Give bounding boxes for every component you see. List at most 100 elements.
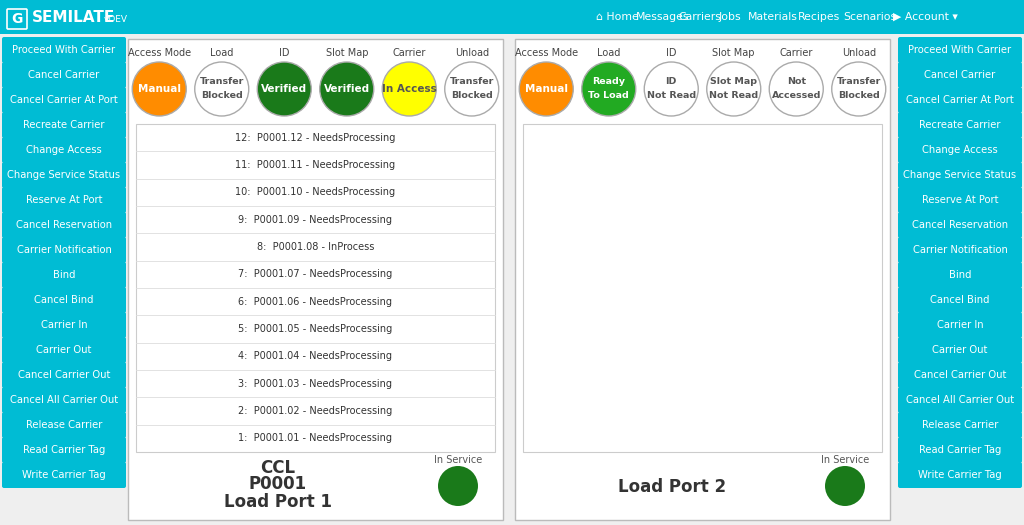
FancyBboxPatch shape <box>2 462 126 488</box>
Text: Carrier Out: Carrier Out <box>932 345 988 355</box>
Text: Change Service Status: Change Service Status <box>7 170 121 180</box>
Text: Verified: Verified <box>261 84 307 94</box>
Text: Blocked: Blocked <box>451 91 493 100</box>
Text: In Service: In Service <box>434 455 482 465</box>
Text: Carrier Notification: Carrier Notification <box>912 245 1008 255</box>
Text: In Access: In Access <box>382 84 436 94</box>
Bar <box>0 0 1024 34</box>
FancyBboxPatch shape <box>2 62 126 88</box>
Text: Proceed With Carrier: Proceed With Carrier <box>908 45 1012 55</box>
FancyBboxPatch shape <box>2 137 126 163</box>
Text: To Load: To Load <box>589 91 629 100</box>
Text: Cancel All Carrier Out: Cancel All Carrier Out <box>906 395 1014 405</box>
Text: Cancel Reservation: Cancel Reservation <box>16 220 112 230</box>
Circle shape <box>382 62 436 116</box>
Text: Write Carrier Tag: Write Carrier Tag <box>23 470 105 480</box>
Text: Proceed With Carrier: Proceed With Carrier <box>12 45 116 55</box>
Text: Bind: Bind <box>949 270 971 280</box>
FancyBboxPatch shape <box>898 162 1022 188</box>
Text: ID: ID <box>666 78 677 87</box>
Text: Carrier In: Carrier In <box>41 320 87 330</box>
Text: 3:  P0001.03 - NeedsProcessing: 3: P0001.03 - NeedsProcessing <box>239 379 392 388</box>
FancyBboxPatch shape <box>2 387 126 413</box>
Text: Change Access: Change Access <box>923 145 997 155</box>
Text: Unload: Unload <box>455 48 488 58</box>
FancyBboxPatch shape <box>2 112 126 138</box>
Text: Scenarios: Scenarios <box>843 12 896 22</box>
Text: SEMILATE: SEMILATE <box>32 9 116 25</box>
FancyBboxPatch shape <box>898 262 1022 288</box>
Text: Carrier Notification: Carrier Notification <box>16 245 112 255</box>
FancyBboxPatch shape <box>898 137 1022 163</box>
Text: 10:  P0001.10 - NeedsProcessing: 10: P0001.10 - NeedsProcessing <box>236 187 395 197</box>
Text: Materials: Materials <box>748 12 798 22</box>
Circle shape <box>582 62 636 116</box>
Text: Cancel Carrier: Cancel Carrier <box>925 70 995 80</box>
Text: Access Mode: Access Mode <box>128 48 190 58</box>
FancyBboxPatch shape <box>2 412 126 438</box>
FancyBboxPatch shape <box>2 87 126 113</box>
FancyBboxPatch shape <box>898 337 1022 363</box>
Text: 11:  P0001.11 - NeedsProcessing: 11: P0001.11 - NeedsProcessing <box>236 160 395 170</box>
Text: 6:  P0001.06 - NeedsProcessing: 6: P0001.06 - NeedsProcessing <box>239 297 392 307</box>
FancyBboxPatch shape <box>898 112 1022 138</box>
Text: Manual: Manual <box>138 84 181 94</box>
Circle shape <box>444 62 499 116</box>
FancyBboxPatch shape <box>2 212 126 238</box>
Text: Bind: Bind <box>53 270 75 280</box>
FancyBboxPatch shape <box>2 37 126 63</box>
FancyBboxPatch shape <box>2 287 126 313</box>
Circle shape <box>319 62 374 116</box>
Text: ⌂ Home: ⌂ Home <box>596 12 639 22</box>
Text: Load Port 2: Load Port 2 <box>618 478 727 496</box>
Text: Not: Not <box>786 78 806 87</box>
Text: Transfer: Transfer <box>200 78 244 87</box>
FancyBboxPatch shape <box>898 87 1022 113</box>
Circle shape <box>707 62 761 116</box>
Text: Change Access: Change Access <box>27 145 101 155</box>
Text: Unload: Unload <box>842 48 876 58</box>
FancyBboxPatch shape <box>2 312 126 338</box>
Text: Recreate Carrier: Recreate Carrier <box>24 120 104 130</box>
Text: Release Carrier: Release Carrier <box>26 420 102 430</box>
FancyBboxPatch shape <box>898 362 1022 388</box>
Circle shape <box>831 62 886 116</box>
Circle shape <box>644 62 698 116</box>
Text: 12:  P0001.12 - NeedsProcessing: 12: P0001.12 - NeedsProcessing <box>236 133 395 143</box>
FancyBboxPatch shape <box>898 462 1022 488</box>
Text: In Service: In Service <box>821 455 869 465</box>
Circle shape <box>132 62 186 116</box>
FancyBboxPatch shape <box>898 437 1022 463</box>
Text: Slot Map: Slot Map <box>326 48 368 58</box>
Text: Messages: Messages <box>636 12 689 22</box>
Text: Load: Load <box>210 48 233 58</box>
Text: G: G <box>11 12 23 26</box>
FancyBboxPatch shape <box>2 362 126 388</box>
Bar <box>523 124 882 452</box>
Text: Cancel Bind: Cancel Bind <box>34 295 94 305</box>
Text: Transfer: Transfer <box>450 78 494 87</box>
Text: Not Read: Not Read <box>710 91 759 100</box>
Text: Reserve At Port: Reserve At Port <box>26 195 102 205</box>
Text: Cancel Bind: Cancel Bind <box>930 295 990 305</box>
Text: Release Carrier: Release Carrier <box>922 420 998 430</box>
Text: 1:  P0001.01 - NeedsProcessing: 1: P0001.01 - NeedsProcessing <box>239 433 392 443</box>
Text: Change Service Status: Change Service Status <box>903 170 1017 180</box>
Text: Load Port 1: Load Port 1 <box>224 493 332 511</box>
FancyBboxPatch shape <box>898 37 1022 63</box>
Text: Accessed: Accessed <box>771 91 821 100</box>
Bar <box>515 39 890 520</box>
FancyBboxPatch shape <box>898 212 1022 238</box>
Text: Read Carrier Tag: Read Carrier Tag <box>23 445 105 455</box>
FancyBboxPatch shape <box>898 387 1022 413</box>
Text: Cancel Carrier Out: Cancel Carrier Out <box>17 370 111 380</box>
Text: ▶ Account ▾: ▶ Account ▾ <box>893 12 957 22</box>
FancyBboxPatch shape <box>898 187 1022 213</box>
Text: Cancel Reservation: Cancel Reservation <box>912 220 1008 230</box>
FancyBboxPatch shape <box>898 62 1022 88</box>
FancyBboxPatch shape <box>7 9 27 29</box>
Text: Ready: Ready <box>592 78 626 87</box>
FancyBboxPatch shape <box>2 162 126 188</box>
Text: ID: ID <box>279 48 290 58</box>
Text: Not Read: Not Read <box>647 91 696 100</box>
